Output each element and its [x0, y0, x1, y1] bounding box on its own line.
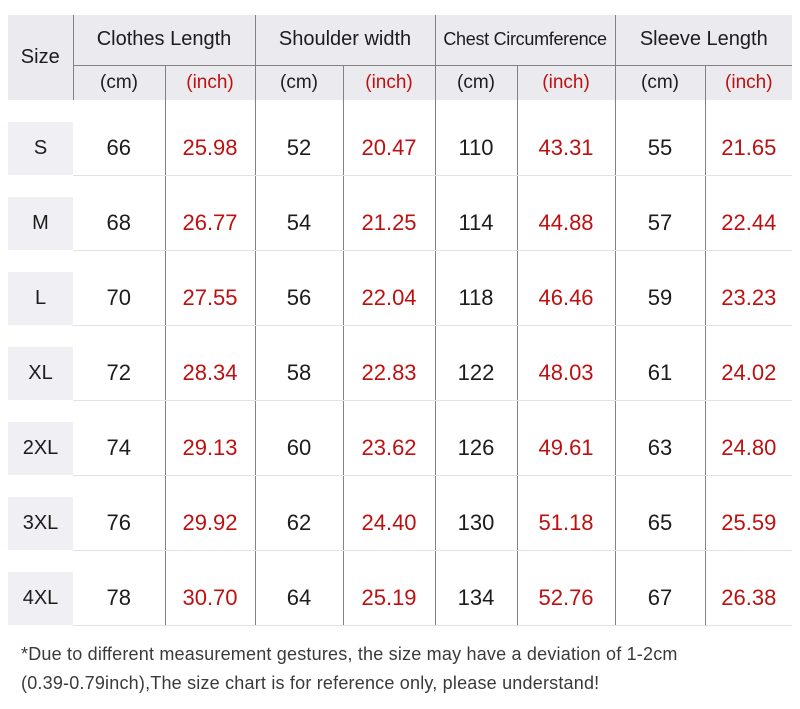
value-cell: 51.18: [516, 475, 616, 551]
value-cell: 110: [434, 100, 518, 176]
value-cell: 21.25: [342, 175, 436, 251]
note-line-1: *Due to different measurement gestures, …: [21, 643, 678, 664]
unit-header-inch: (inch): [704, 65, 793, 100]
value-cell: 49.61: [516, 400, 616, 476]
size-label: M: [8, 197, 73, 250]
value-cell: 74: [73, 400, 165, 476]
table-row: L 70 27.55 56 22.04 118 46.46 59 23.23: [8, 250, 793, 326]
value-cell: 59: [614, 250, 706, 326]
header-row-units: (cm) (inch) (cm) (inch) (cm) (inch) (cm)…: [8, 65, 793, 100]
value-cell: 62: [254, 475, 344, 551]
unit-header-inch: (inch): [516, 65, 616, 100]
value-cell: 24.80: [704, 400, 793, 476]
header-group-chest-circumference: Chest Circumference: [434, 15, 616, 66]
value-cell: 126: [434, 400, 518, 476]
unit-header-inch: (inch): [164, 65, 256, 100]
size-label: 3XL: [8, 497, 73, 550]
size-cell: 3XL: [8, 475, 73, 550]
value-cell: 70: [73, 250, 165, 326]
unit-header-cm: (cm): [434, 65, 518, 100]
value-cell: 25.19: [342, 550, 436, 626]
value-cell: 63: [614, 400, 706, 476]
value-cell: 52.76: [516, 550, 616, 626]
header-group-clothes-length: Clothes Length: [72, 15, 256, 66]
size-chart-table: Size Clothes Length Shoulder width Chest…: [8, 15, 793, 626]
size-cell: L: [8, 250, 73, 325]
header-size: Size: [8, 15, 74, 100]
value-cell: 68: [73, 175, 165, 251]
value-cell: 29.13: [164, 400, 256, 476]
unit-header-inch: (inch): [342, 65, 436, 100]
table-row: 2XL 74 29.13 60 23.62 126 49.61 63 24.80: [8, 400, 793, 476]
value-cell: 114: [434, 175, 518, 251]
unit-header-cm: (cm): [72, 65, 165, 100]
size-cell: M: [8, 175, 73, 250]
note-line-2: (0.39-0.79inch),The size chart is for re…: [21, 672, 600, 693]
table-row: M 68 26.77 54 21.25 114 44.88 57 22.44: [8, 175, 793, 251]
size-label: 2XL: [8, 422, 73, 475]
value-cell: 66: [73, 100, 165, 176]
header-group-sleeve-length: Sleeve Length: [614, 15, 793, 66]
value-cell: 122: [434, 325, 518, 401]
value-cell: 76: [73, 475, 165, 551]
value-cell: 25.98: [164, 100, 256, 176]
value-cell: 23.23: [704, 250, 793, 326]
header-group-shoulder-width: Shoulder width: [254, 15, 436, 66]
size-cell: 4XL: [8, 550, 73, 625]
value-cell: 78: [73, 550, 165, 626]
value-cell: 20.47: [342, 100, 436, 176]
value-cell: 134: [434, 550, 518, 626]
size-label: S: [8, 122, 73, 175]
value-cell: 22.44: [704, 175, 793, 251]
value-cell: 60: [254, 400, 344, 476]
size-label: L: [8, 272, 73, 325]
size-label: 4XL: [8, 572, 73, 625]
value-cell: 46.46: [516, 250, 616, 326]
unit-header-cm: (cm): [254, 65, 344, 100]
value-cell: 26.38: [704, 550, 793, 626]
value-cell: 65: [614, 475, 706, 551]
size-cell: S: [8, 100, 73, 175]
value-cell: 22.83: [342, 325, 436, 401]
value-cell: 130: [434, 475, 518, 551]
value-cell: 44.88: [516, 175, 616, 251]
value-cell: 61: [614, 325, 706, 401]
value-cell: 52: [254, 100, 344, 176]
size-cell: XL: [8, 325, 73, 400]
value-cell: 58: [254, 325, 344, 401]
disclaimer-note: *Due to different measurement gestures, …: [21, 640, 792, 698]
size-label: XL: [8, 347, 73, 400]
table-row: 4XL 78 30.70 64 25.19 134 52.76 67 26.38: [8, 550, 793, 626]
value-cell: 64: [254, 550, 344, 626]
value-cell: 57: [614, 175, 706, 251]
value-cell: 29.92: [164, 475, 256, 551]
table-row: XL 72 28.34 58 22.83 122 48.03 61 24.02: [8, 325, 793, 401]
header-row-groups: Size Clothes Length Shoulder width Chest…: [8, 15, 793, 100]
value-cell: 56: [254, 250, 344, 326]
value-cell: 118: [434, 250, 518, 326]
value-cell: 55: [614, 100, 706, 176]
value-cell: 22.04: [342, 250, 436, 326]
value-cell: 48.03: [516, 325, 616, 401]
value-cell: 30.70: [164, 550, 256, 626]
value-cell: 23.62: [342, 400, 436, 476]
value-cell: 24.40: [342, 475, 436, 551]
value-cell: 54: [254, 175, 344, 251]
value-cell: 43.31: [516, 100, 616, 176]
value-cell: 25.59: [704, 475, 793, 551]
table-row: 3XL 76 29.92 62 24.40 130 51.18 65 25.59: [8, 475, 793, 551]
unit-header-cm: (cm): [614, 65, 706, 100]
value-cell: 28.34: [164, 325, 256, 401]
value-cell: 72: [73, 325, 165, 401]
value-cell: 67: [614, 550, 706, 626]
value-cell: 21.65: [704, 100, 793, 176]
value-cell: 24.02: [704, 325, 793, 401]
value-cell: 27.55: [164, 250, 256, 326]
value-cell: 26.77: [164, 175, 256, 251]
table-row: S 66 25.98 52 20.47 110 43.31 55 21.65: [8, 100, 793, 176]
size-cell: 2XL: [8, 400, 73, 475]
